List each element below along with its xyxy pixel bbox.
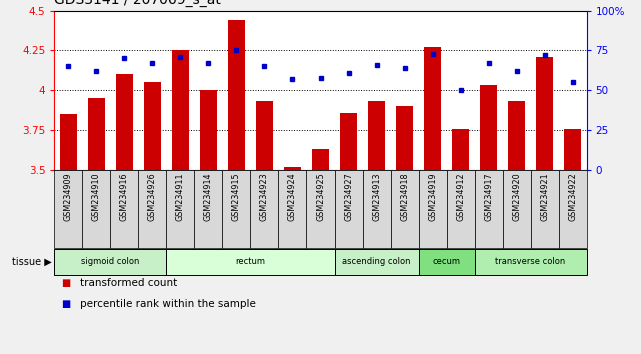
Bar [452,129,469,170]
Bar [256,101,273,170]
Bar [200,90,217,170]
Bar [116,74,133,170]
Bar [480,85,497,170]
Text: cecum: cecum [433,257,460,267]
Text: GDS3141 / 207069_s_at: GDS3141 / 207069_s_at [54,0,221,7]
Text: GSM234923: GSM234923 [260,172,269,221]
Bar [284,167,301,170]
Text: sigmoid colon: sigmoid colon [81,257,140,267]
Bar [396,106,413,170]
Bar [222,170,251,248]
Bar [474,170,503,248]
Bar [312,149,329,170]
Text: ascending colon: ascending colon [342,257,411,267]
Bar [172,50,189,170]
Bar [390,170,419,248]
Bar [363,170,390,248]
Text: GSM234912: GSM234912 [456,172,465,221]
Bar [54,170,83,248]
Text: tissue ▶: tissue ▶ [12,257,51,267]
Bar [167,249,335,275]
Bar [88,98,105,170]
Bar [558,170,587,248]
Text: GSM234922: GSM234922 [568,172,577,221]
Text: GSM234917: GSM234917 [484,172,493,221]
Bar [531,170,558,248]
Text: GSM234916: GSM234916 [120,172,129,221]
Bar [503,170,531,248]
Text: GSM234915: GSM234915 [232,172,241,221]
Bar [508,101,525,170]
Bar [251,170,278,248]
Text: transverse colon: transverse colon [495,257,565,267]
Bar [144,82,161,170]
Bar [424,47,441,170]
Text: GSM234926: GSM234926 [148,172,157,221]
Bar [474,249,587,275]
Bar [228,20,245,170]
Text: GSM234927: GSM234927 [344,172,353,221]
Text: GSM234910: GSM234910 [92,172,101,221]
Text: GSM234918: GSM234918 [400,172,409,221]
Text: GSM234925: GSM234925 [316,172,325,221]
Bar [83,170,110,248]
Bar [335,170,363,248]
Text: GSM234921: GSM234921 [540,172,549,221]
Bar [368,101,385,170]
Text: GSM234924: GSM234924 [288,172,297,221]
Text: transformed count: transformed count [80,278,178,288]
Bar [54,249,167,275]
Bar [110,170,138,248]
Text: percentile rank within the sample: percentile rank within the sample [80,299,256,309]
Bar [340,113,357,170]
Bar [278,170,306,248]
Bar [536,57,553,170]
Bar [167,170,194,248]
Text: rectum: rectum [235,257,265,267]
Bar [335,249,419,275]
Bar [447,170,474,248]
Bar [138,170,167,248]
Bar [419,249,474,275]
Bar [564,129,581,170]
Text: GSM234919: GSM234919 [428,172,437,221]
Bar [306,170,335,248]
Text: ■: ■ [61,278,70,288]
Text: GSM234914: GSM234914 [204,172,213,221]
Text: GSM234909: GSM234909 [64,172,73,221]
Text: ■: ■ [61,299,70,309]
Bar [194,170,222,248]
Bar [60,114,77,170]
Text: GSM234920: GSM234920 [512,172,521,221]
Text: GSM234911: GSM234911 [176,172,185,221]
Bar [419,170,447,248]
Text: GSM234913: GSM234913 [372,172,381,221]
